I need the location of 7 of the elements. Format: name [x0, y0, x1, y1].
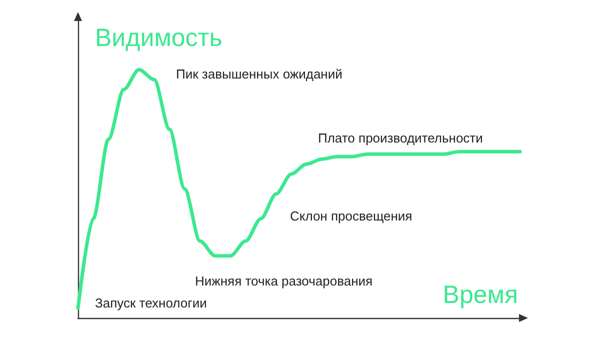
annotation: Запуск технологии	[95, 296, 207, 310]
annotation: Пик завышенных ожиданий	[176, 66, 342, 82]
y-axis-title: Видимость	[95, 24, 222, 52]
x-axis-title: Время	[442, 281, 518, 309]
annotation: Склон просвещения	[290, 208, 412, 224]
annotation: Плато производительности	[318, 130, 483, 146]
annotation: Нижняя точка разочарования	[195, 274, 373, 288]
